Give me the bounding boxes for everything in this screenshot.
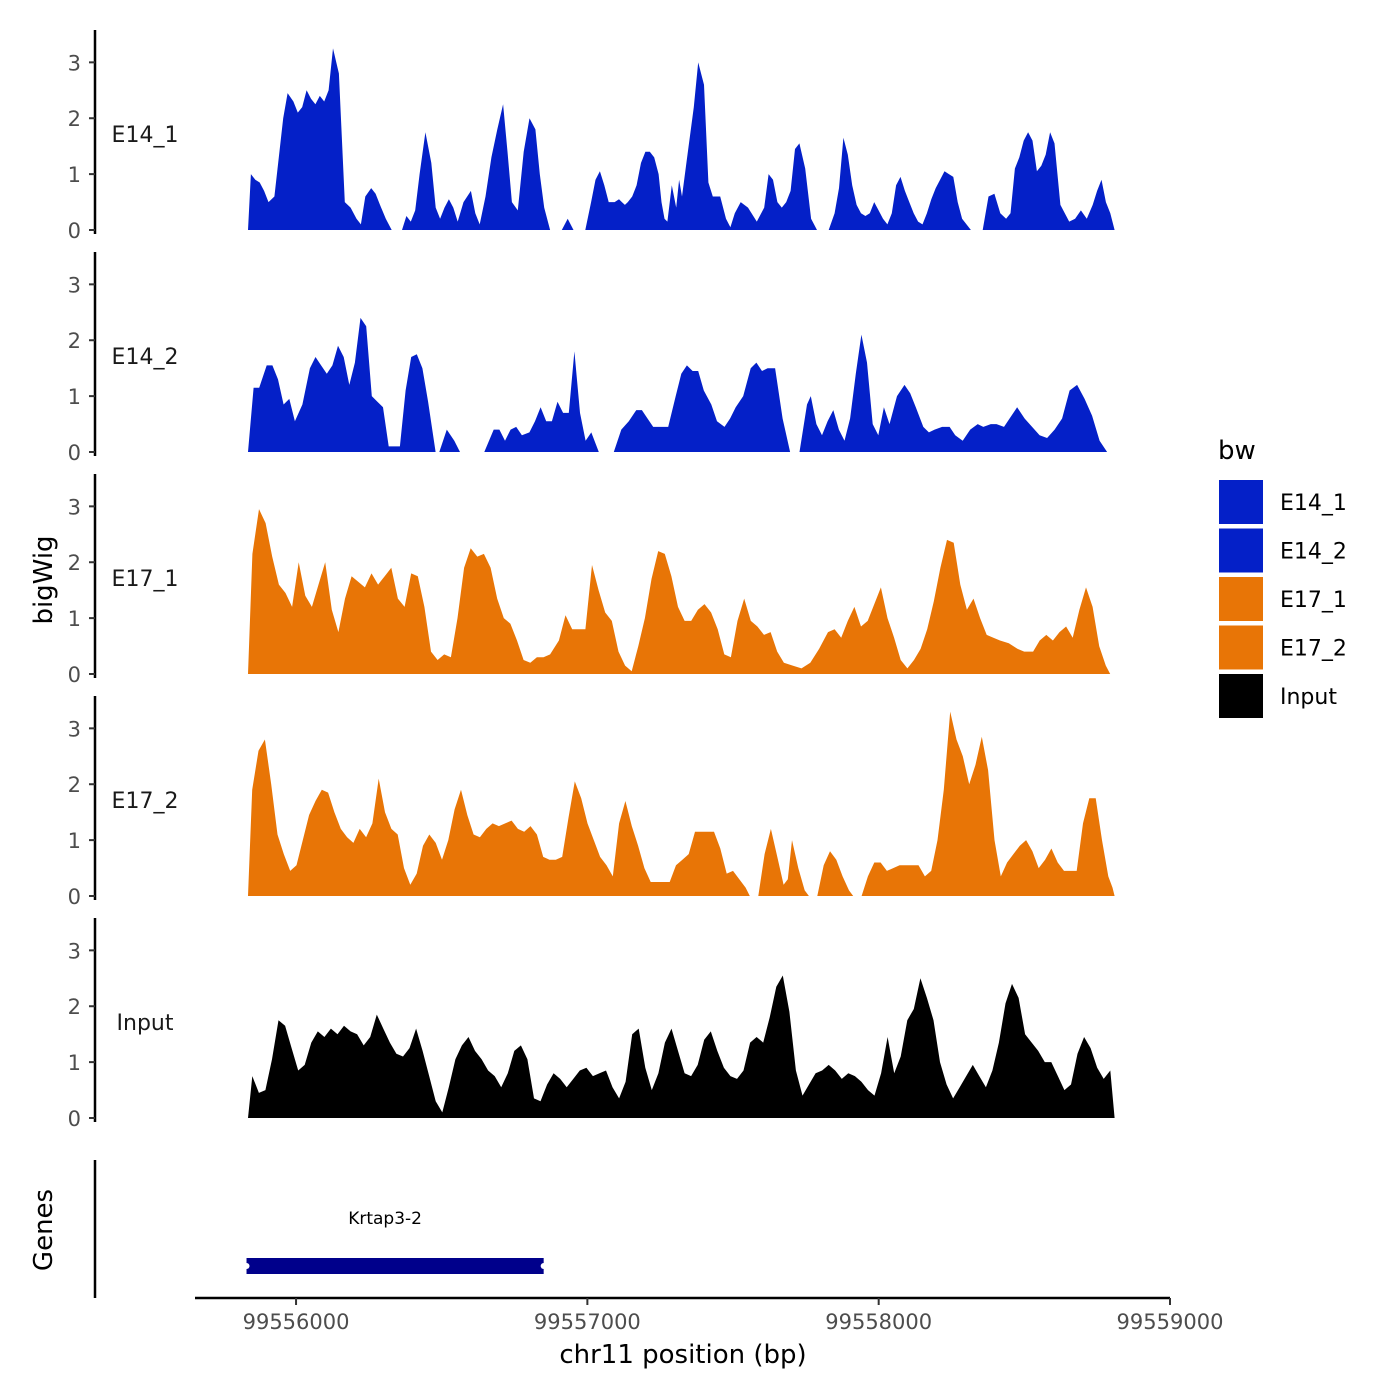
signal-area [585,62,817,231]
track-Input: 0 1 2 3 Input [68,918,1115,1131]
legend-title: bw [1218,436,1256,466]
gene-label: Krtap3-2 [348,1209,422,1229]
track-label: E17_1 [112,567,179,592]
legend-label: E17_1 [1280,588,1347,613]
gene-track: Krtap3-2 [93,1160,547,1298]
gene-start-marker [243,1263,250,1269]
track-label: E14_1 [112,123,179,148]
x-tick-label: 99559000 [1117,1310,1224,1334]
y-tick-label: 3 [68,717,81,741]
x-axis-title: chr11 position (bp) [559,1340,806,1370]
signal-area [613,362,791,452]
track-E14_2: 0 1 2 3 E14_2 [68,252,1108,465]
signal-area [799,334,1108,452]
x-tick-label: 99557000 [534,1310,641,1334]
y-tick-label: 1 [68,607,81,631]
signal-area [758,828,809,896]
y-tick-label: 3 [68,51,81,75]
y-tick-label: 3 [68,273,81,297]
y-tick-label: 0 [68,1107,81,1131]
y-tick-label: 0 [68,663,81,687]
legend-label: E14_1 [1280,491,1347,516]
legend-swatch [1219,674,1263,718]
y-tick-label: 2 [68,995,81,1019]
signal-area [248,739,750,896]
signal-area [248,317,436,452]
y-tick-label: 3 [68,939,81,963]
y-tick-label: 2 [68,551,81,575]
y-tick-label: 0 [68,441,81,465]
y-tick-label: 0 [68,885,81,909]
track-layer: 0 1 2 3 E14_1 0 1 2 3 E14_2 0 1 2 3 E17_1 0 1 2 3 E17_2 0 1 2 3… [68,30,1115,1131]
y-tick-label: 2 [68,107,81,131]
y-tick-label: 0 [68,219,81,243]
x-tick-label: 99558000 [825,1310,932,1334]
y-tick-label: 1 [68,385,81,409]
signal-area [982,132,1115,230]
legend-swatch [1219,625,1263,670]
signal-area [439,429,460,452]
gene-end-marker [540,1263,547,1269]
genes-track-title: Genes [29,1189,59,1271]
signal-area [861,711,1115,896]
gene-body [246,1258,544,1274]
legend-label: E17_2 [1280,637,1347,662]
x-axis: 99556000 99557000 99558000 99559000 [195,1296,1224,1334]
track-label: E17_2 [112,789,179,814]
legend-label: Input [1280,685,1337,710]
track-E17_1: 0 1 2 3 E17_1 [68,474,1111,687]
signal-area [484,351,599,452]
y-tick-label: 2 [68,773,81,797]
y-tick-label: 1 [68,163,81,187]
legend-label: E14_2 [1280,540,1347,565]
y-axis-title: bigWig [29,535,59,624]
legend-swatch [1219,528,1263,573]
track-label: E14_2 [112,345,179,370]
signal-area [248,509,1111,674]
y-tick-label: 1 [68,1051,81,1075]
signal-area [828,137,971,230]
legend-swatch [1219,480,1263,524]
y-tick-label: 1 [68,829,81,853]
track-label: Input [117,1011,174,1036]
signal-area [248,975,1115,1118]
x-tick-label: 99556000 [243,1310,350,1334]
track-E14_1: 0 1 2 3 E14_1 [68,30,1115,243]
legend-swatch [1219,577,1263,621]
signal-area [248,48,392,231]
signal-area [402,104,551,230]
y-tick-label: 2 [68,329,81,353]
y-tick-label: 3 [68,495,81,519]
signal-area [561,218,574,230]
signal-area [817,851,854,896]
track-E17_2: 0 1 2 3 E17_2 [68,696,1115,909]
legend: bw E14_1 E14_2 E17_1 E17_2 Input [1218,436,1347,718]
